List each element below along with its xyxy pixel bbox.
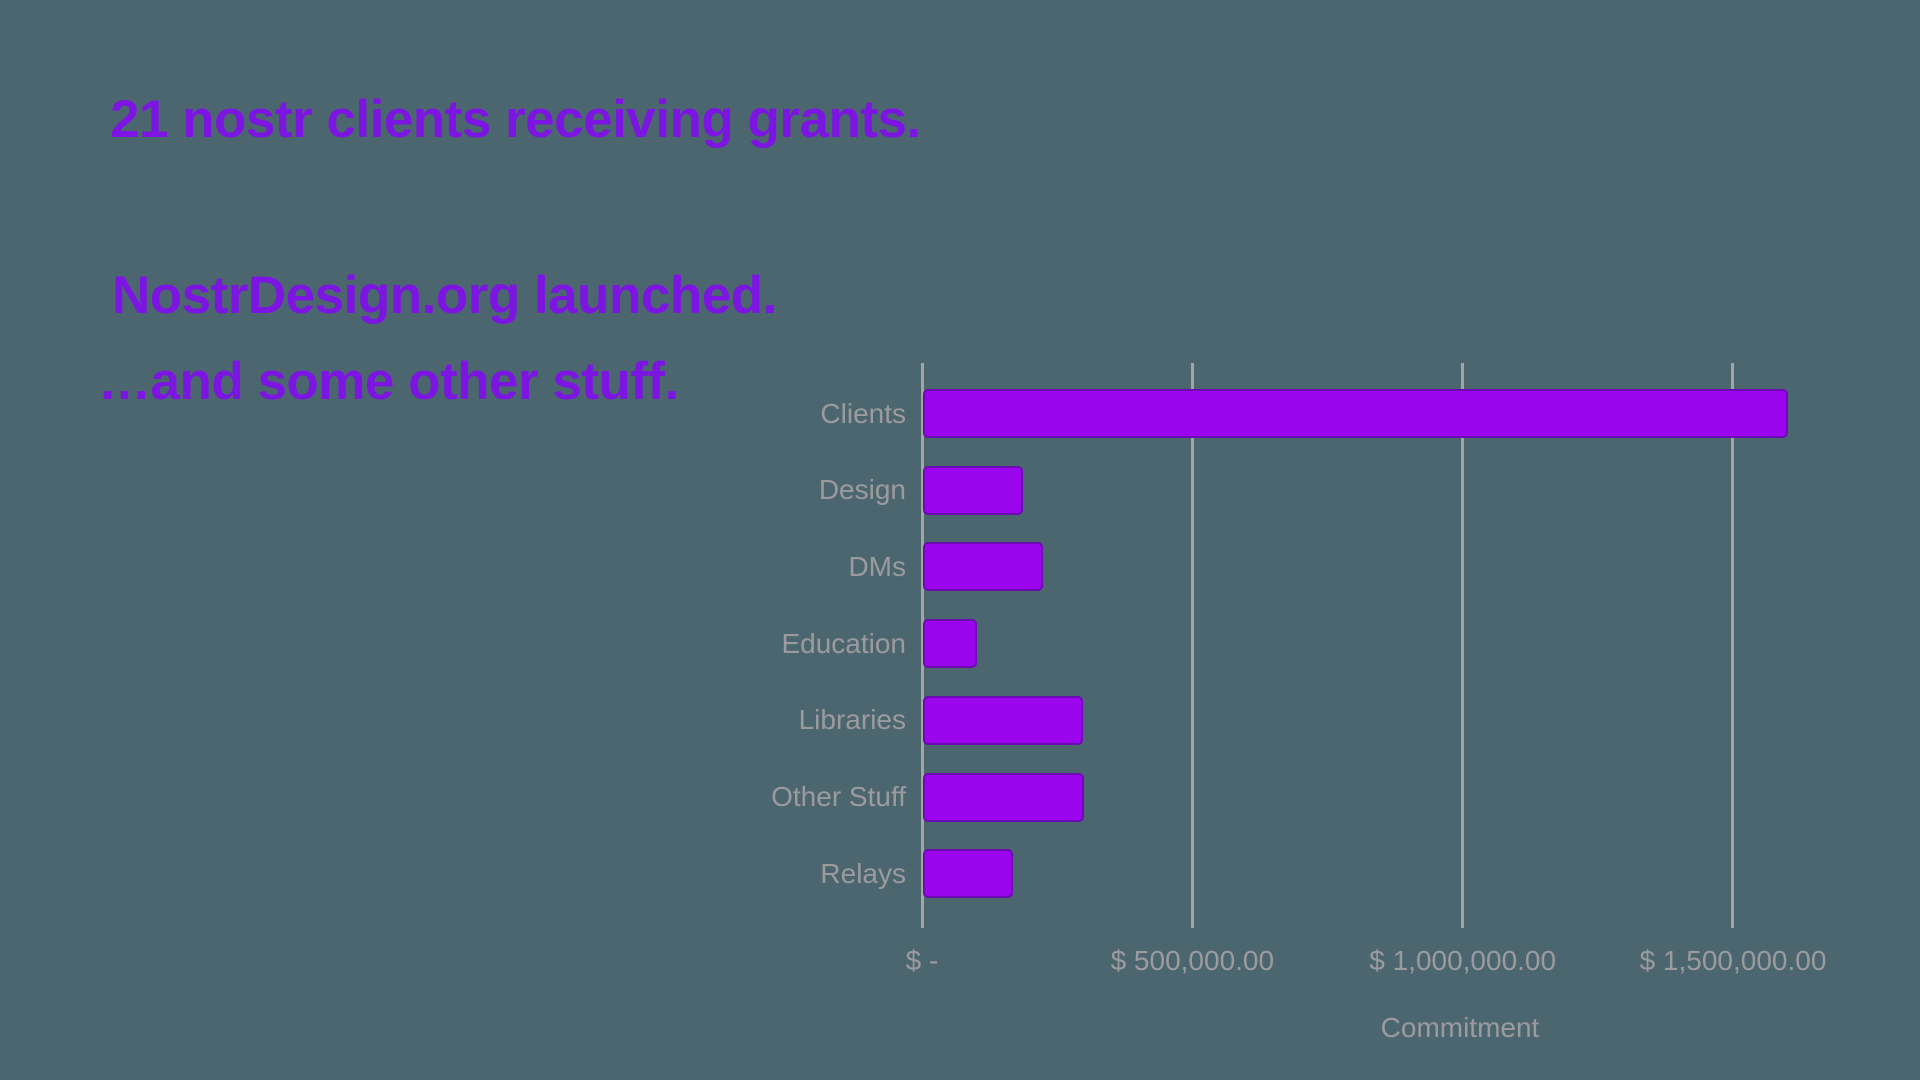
headline-other-stuff: …and some other stuff.	[98, 352, 679, 411]
bar-clients	[923, 389, 1789, 438]
bar-relays	[923, 849, 1014, 899]
bar-design	[923, 465, 1024, 515]
value-axis-line	[920, 363, 924, 928]
category-label-education: Education	[781, 627, 906, 659]
x-tick-label: $ -	[905, 945, 939, 976]
gridline	[1190, 363, 1194, 928]
category-label-clients: Clients	[820, 397, 906, 429]
x-axis-title: Commitment	[1380, 1012, 1540, 1043]
bar-dms	[923, 542, 1044, 592]
category-label-relays: Relays	[820, 857, 906, 889]
category-label-other-stuff: Other Stuff	[771, 781, 906, 812]
category-label-dms: DMs	[848, 550, 906, 582]
x-tick-label: $ 1,500,000.00	[1639, 945, 1827, 976]
bar-libraries	[923, 695, 1084, 745]
bar-other-stuff	[923, 772, 1085, 822]
headline-nostrdesign: NostrDesign.org launched.	[112, 266, 777, 325]
x-tick-label: $ 1,000,000.00	[1369, 945, 1557, 976]
bar-education	[923, 619, 978, 669]
gridline	[1461, 363, 1465, 928]
x-tick-label: $ 500,000.00	[1110, 945, 1275, 976]
category-label-design: Design	[818, 474, 906, 506]
gridline	[1731, 363, 1735, 928]
headline-grants: 21 nostr clients receiving grants.	[110, 90, 921, 149]
category-label-libraries: Libraries	[798, 704, 906, 736]
